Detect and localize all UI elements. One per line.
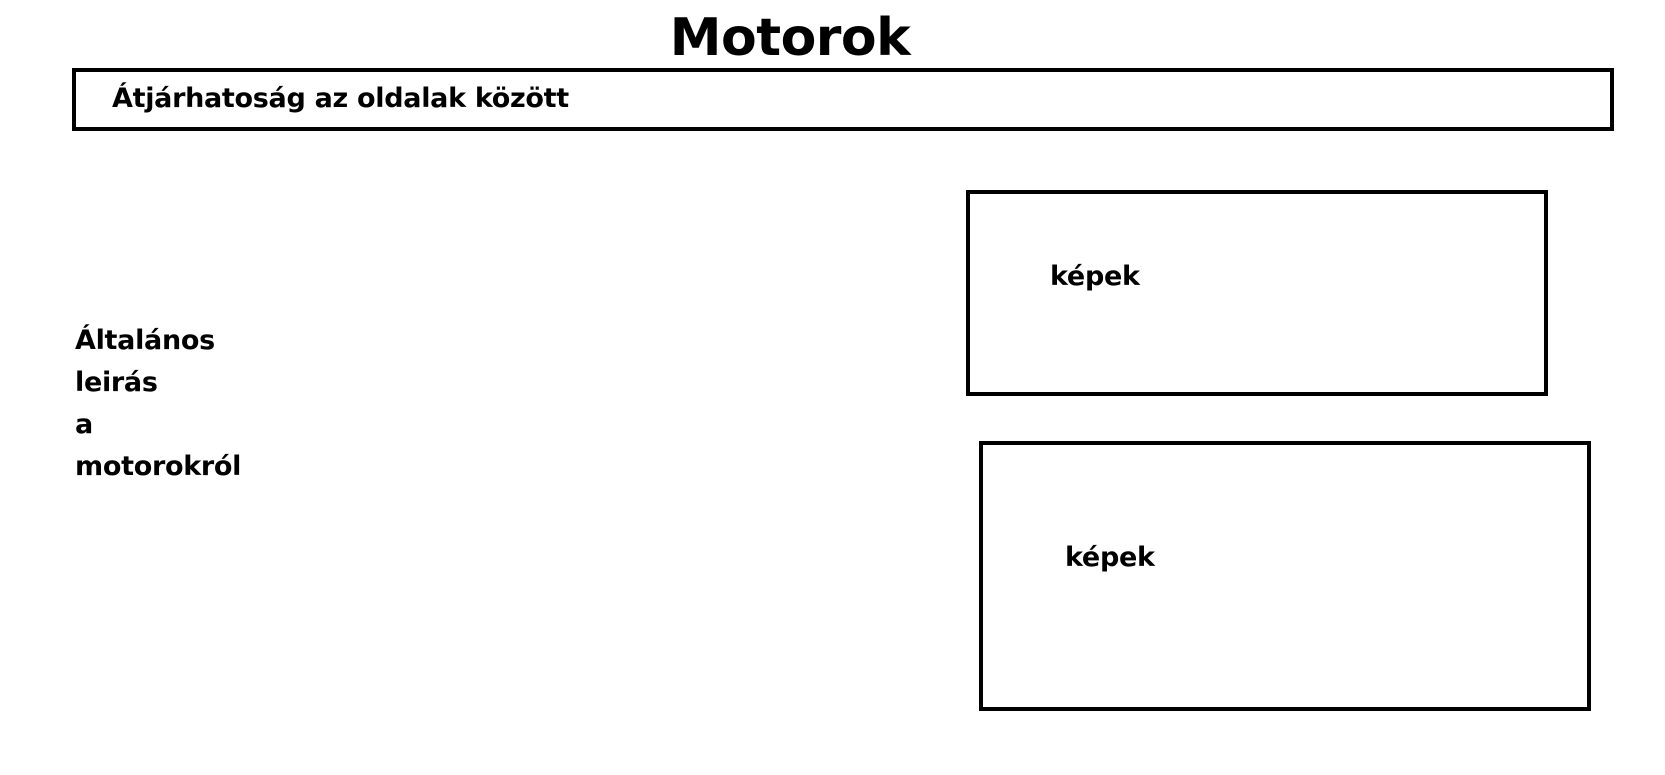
image-placeholder-top: képek xyxy=(966,190,1548,396)
page-title: Motorok xyxy=(669,8,911,68)
image-placeholder-bottom: képek xyxy=(979,441,1591,711)
image-placeholder-label: képek xyxy=(1050,261,1140,292)
description-line: motorokról xyxy=(75,451,242,482)
description-line: leirás xyxy=(75,367,158,398)
navigation-label: Átjárhatoság az oldalak között xyxy=(112,83,569,114)
description-line: a xyxy=(75,409,93,440)
navigation-bar[interactable]: Átjárhatoság az oldalak között xyxy=(72,68,1614,131)
image-placeholder-label: képek xyxy=(1065,542,1155,573)
general-description: Általános leirás a motorokról xyxy=(75,320,241,488)
description-line: Általános xyxy=(75,325,215,356)
